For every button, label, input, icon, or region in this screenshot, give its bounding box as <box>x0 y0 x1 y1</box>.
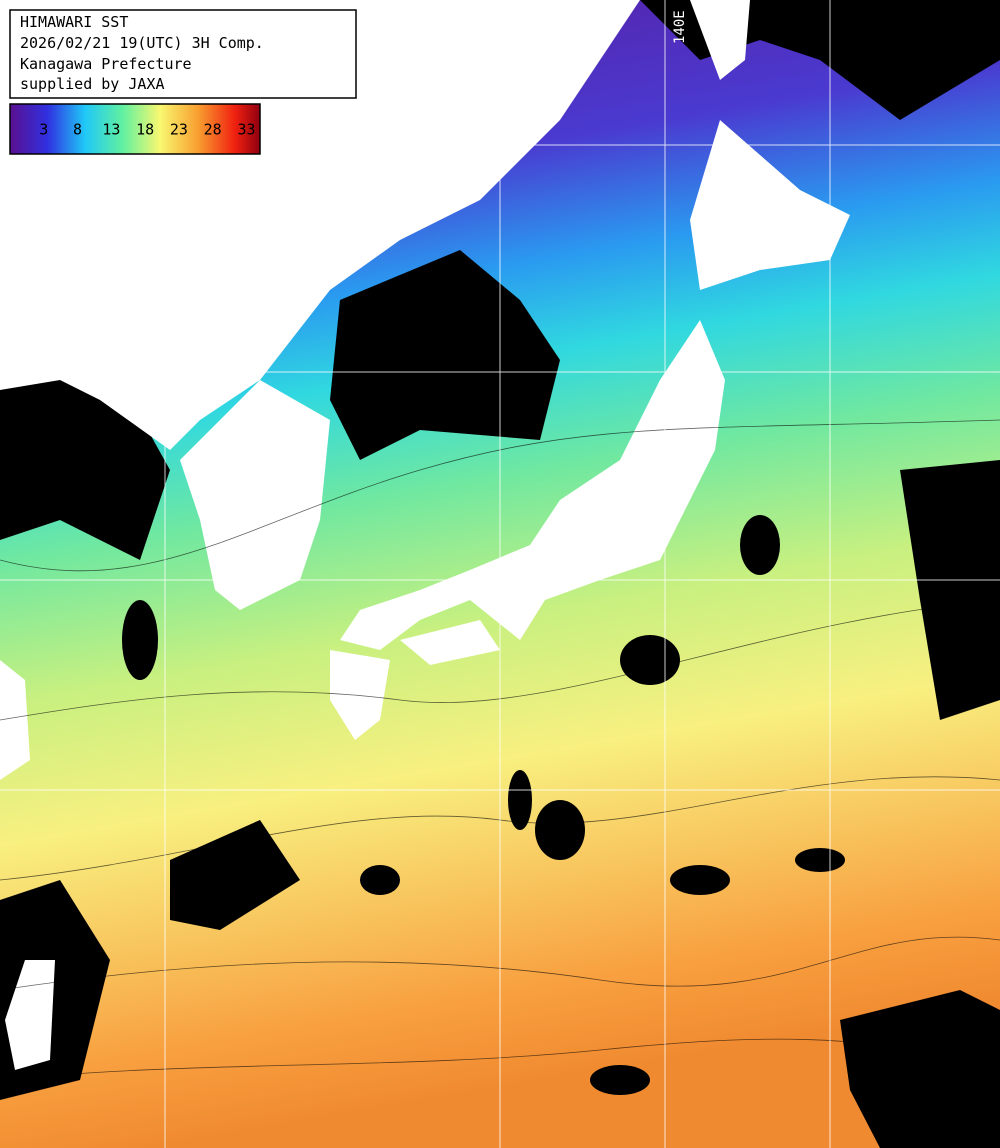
header-line: 2026/02/21 19(UTC) 3H Comp. <box>20 34 264 52</box>
header-box <box>9 9 357 99</box>
isotherm <box>0 419 1000 1081</box>
header-line: supplied by JAXA <box>20 75 165 93</box>
longitude-label: 140E <box>672 10 688 44</box>
colorbar-tick-label: 18 <box>136 121 154 139</box>
header-line: HIMAWARI SST <box>20 13 128 31</box>
colorbar-tick-label: 23 <box>170 121 188 139</box>
header-line: Kanagawa Prefecture <box>20 55 192 73</box>
colorbar-tick-label: 28 <box>204 121 222 139</box>
colorbar <box>9 103 261 155</box>
colorbar-tick-label: 13 <box>102 121 120 139</box>
colorbar-ticks: 3 8 13 18 23 28 33 <box>39 121 255 139</box>
colorbar-tick-label: 3 <box>39 121 48 139</box>
latitude-label: 40N <box>2 355 27 371</box>
colorbar-tick-label: 33 <box>237 121 255 139</box>
colorbar-tick-label: 8 <box>73 121 82 139</box>
